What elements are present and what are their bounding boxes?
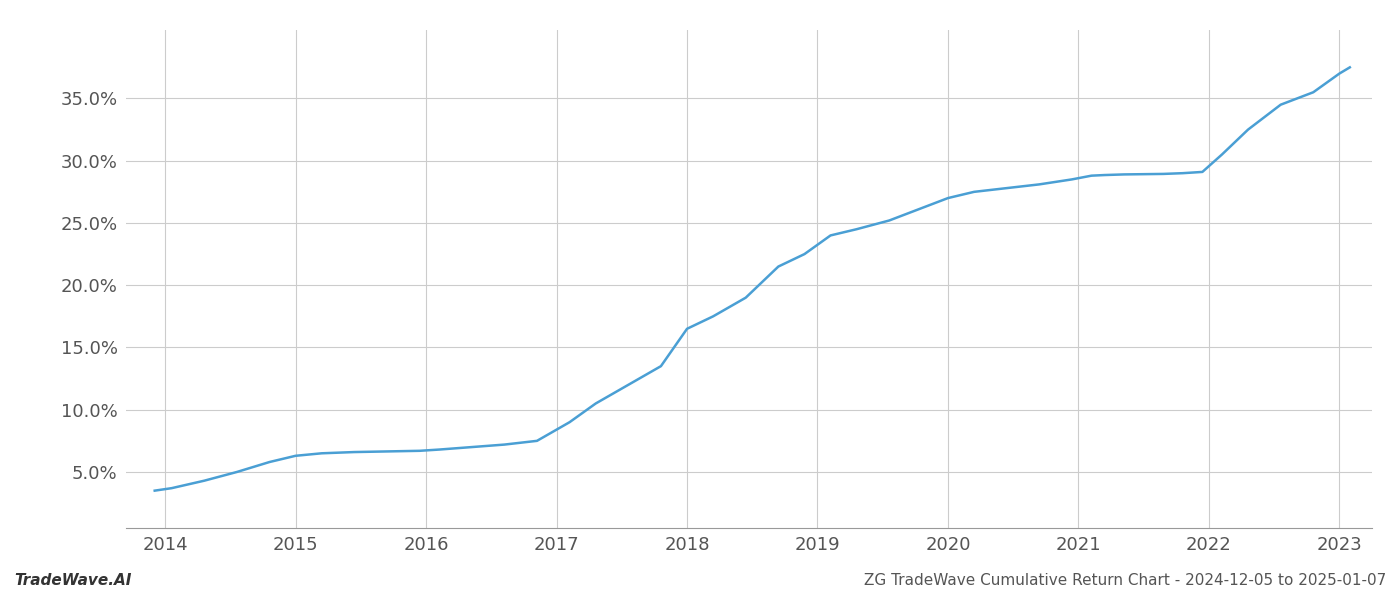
- Text: TradeWave.AI: TradeWave.AI: [14, 573, 132, 588]
- Text: ZG TradeWave Cumulative Return Chart - 2024-12-05 to 2025-01-07: ZG TradeWave Cumulative Return Chart - 2…: [864, 573, 1386, 588]
